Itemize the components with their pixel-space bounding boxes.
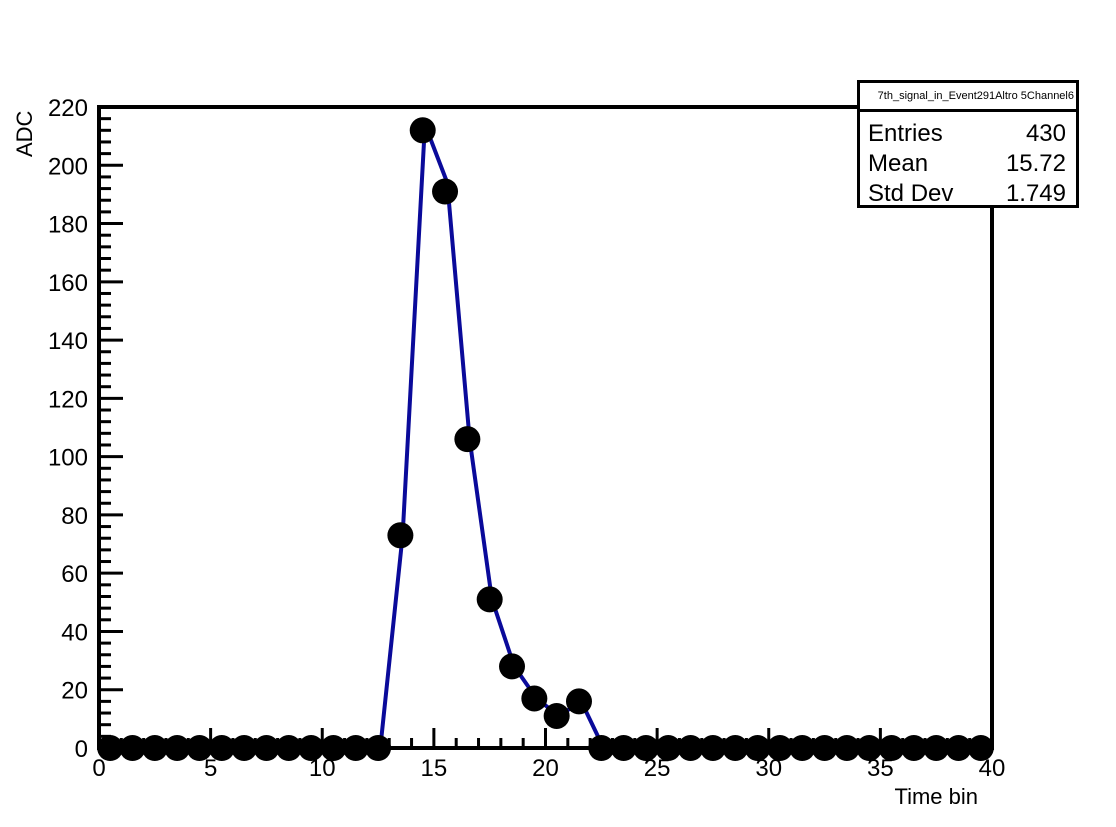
stats-mean-label: Mean: [868, 150, 929, 177]
data-point: [632, 735, 659, 761]
data-point: [409, 117, 436, 144]
y-tick-label: 80: [61, 503, 88, 530]
data-point: [499, 653, 526, 680]
y-tick-label: 60: [61, 561, 88, 588]
data-point: [208, 735, 235, 761]
y-tick-label: 220: [48, 95, 88, 122]
data-point: [164, 735, 191, 761]
data-point: [186, 735, 213, 761]
data-point: [699, 735, 726, 761]
y-tick-label: 100: [48, 445, 88, 472]
y-tick-label: 160: [48, 270, 88, 297]
data-point: [833, 735, 860, 761]
fit-line: [378, 122, 606, 749]
data-point: [298, 735, 325, 761]
y-tick-label: 20: [61, 678, 88, 705]
data-point: [856, 735, 883, 761]
data-point: [610, 735, 637, 761]
data-point: [432, 178, 459, 205]
data-point: [476, 586, 503, 613]
data-point: [744, 735, 771, 761]
stats-mean-value: 15.72: [1005, 150, 1066, 177]
y-tick-label: 200: [48, 153, 88, 180]
x-tick-label: 15: [421, 755, 448, 782]
data-point: [275, 735, 302, 761]
data-point: [231, 735, 258, 761]
data-point: [97, 735, 124, 761]
data-point: [320, 735, 347, 761]
x-axis-title: Time bin: [894, 784, 978, 809]
data-point: [900, 735, 927, 761]
data-point: [811, 735, 838, 761]
data-point: [722, 735, 749, 761]
stats-title: 7th_signal_in_Event291Altro 5Channel6: [860, 83, 1076, 112]
y-tick-label: 120: [48, 386, 88, 413]
y-tick-label: 180: [48, 212, 88, 239]
data-point: [655, 735, 682, 761]
y-axis-title: ADC: [12, 110, 37, 157]
data-point: [878, 735, 905, 761]
stats-entries-value: 430: [1025, 120, 1066, 147]
data-point: [789, 735, 816, 761]
stats-entries-label: Entries: [868, 120, 943, 147]
data-point: [677, 735, 704, 761]
stats-stddev-label: Std Dev: [868, 180, 954, 207]
stats-stddev-value: 1.749: [1005, 180, 1066, 207]
data-point: [119, 735, 146, 761]
x-tick-label: 20: [532, 755, 559, 782]
data-point: [387, 522, 414, 549]
stats-box: 7th_signal_in_Event291Altro 5Channel6 En…: [857, 80, 1079, 208]
data-point: [454, 426, 481, 453]
data-point: [766, 735, 793, 761]
y-tick-label: 140: [48, 328, 88, 355]
axis-tick-labels: 0 5 10 15 20 25 30 35 40020406080100120140160180…: [48, 95, 1005, 782]
data-point: [588, 735, 615, 761]
data-markers: [97, 117, 994, 761]
stats-row-entries: Entries 430: [868, 119, 1066, 149]
data-point: [967, 735, 994, 761]
y-tick-label: 0: [75, 736, 88, 763]
x-tick-label: 5: [204, 755, 217, 782]
data-point: [141, 735, 168, 761]
data-point: [365, 735, 392, 761]
y-tick-label: 40: [61, 619, 88, 646]
data-point: [923, 735, 950, 761]
data-point: [945, 735, 972, 761]
x-tick-label: 0: [92, 755, 105, 782]
data-point: [253, 735, 280, 761]
data-point: [565, 688, 592, 715]
stats-row-stddev: Std Dev 1.749: [868, 179, 1066, 209]
stats-row-mean: Mean 15.72: [868, 149, 1066, 179]
data-point: [342, 735, 369, 761]
data-point: [543, 702, 570, 729]
data-point: [521, 685, 548, 712]
